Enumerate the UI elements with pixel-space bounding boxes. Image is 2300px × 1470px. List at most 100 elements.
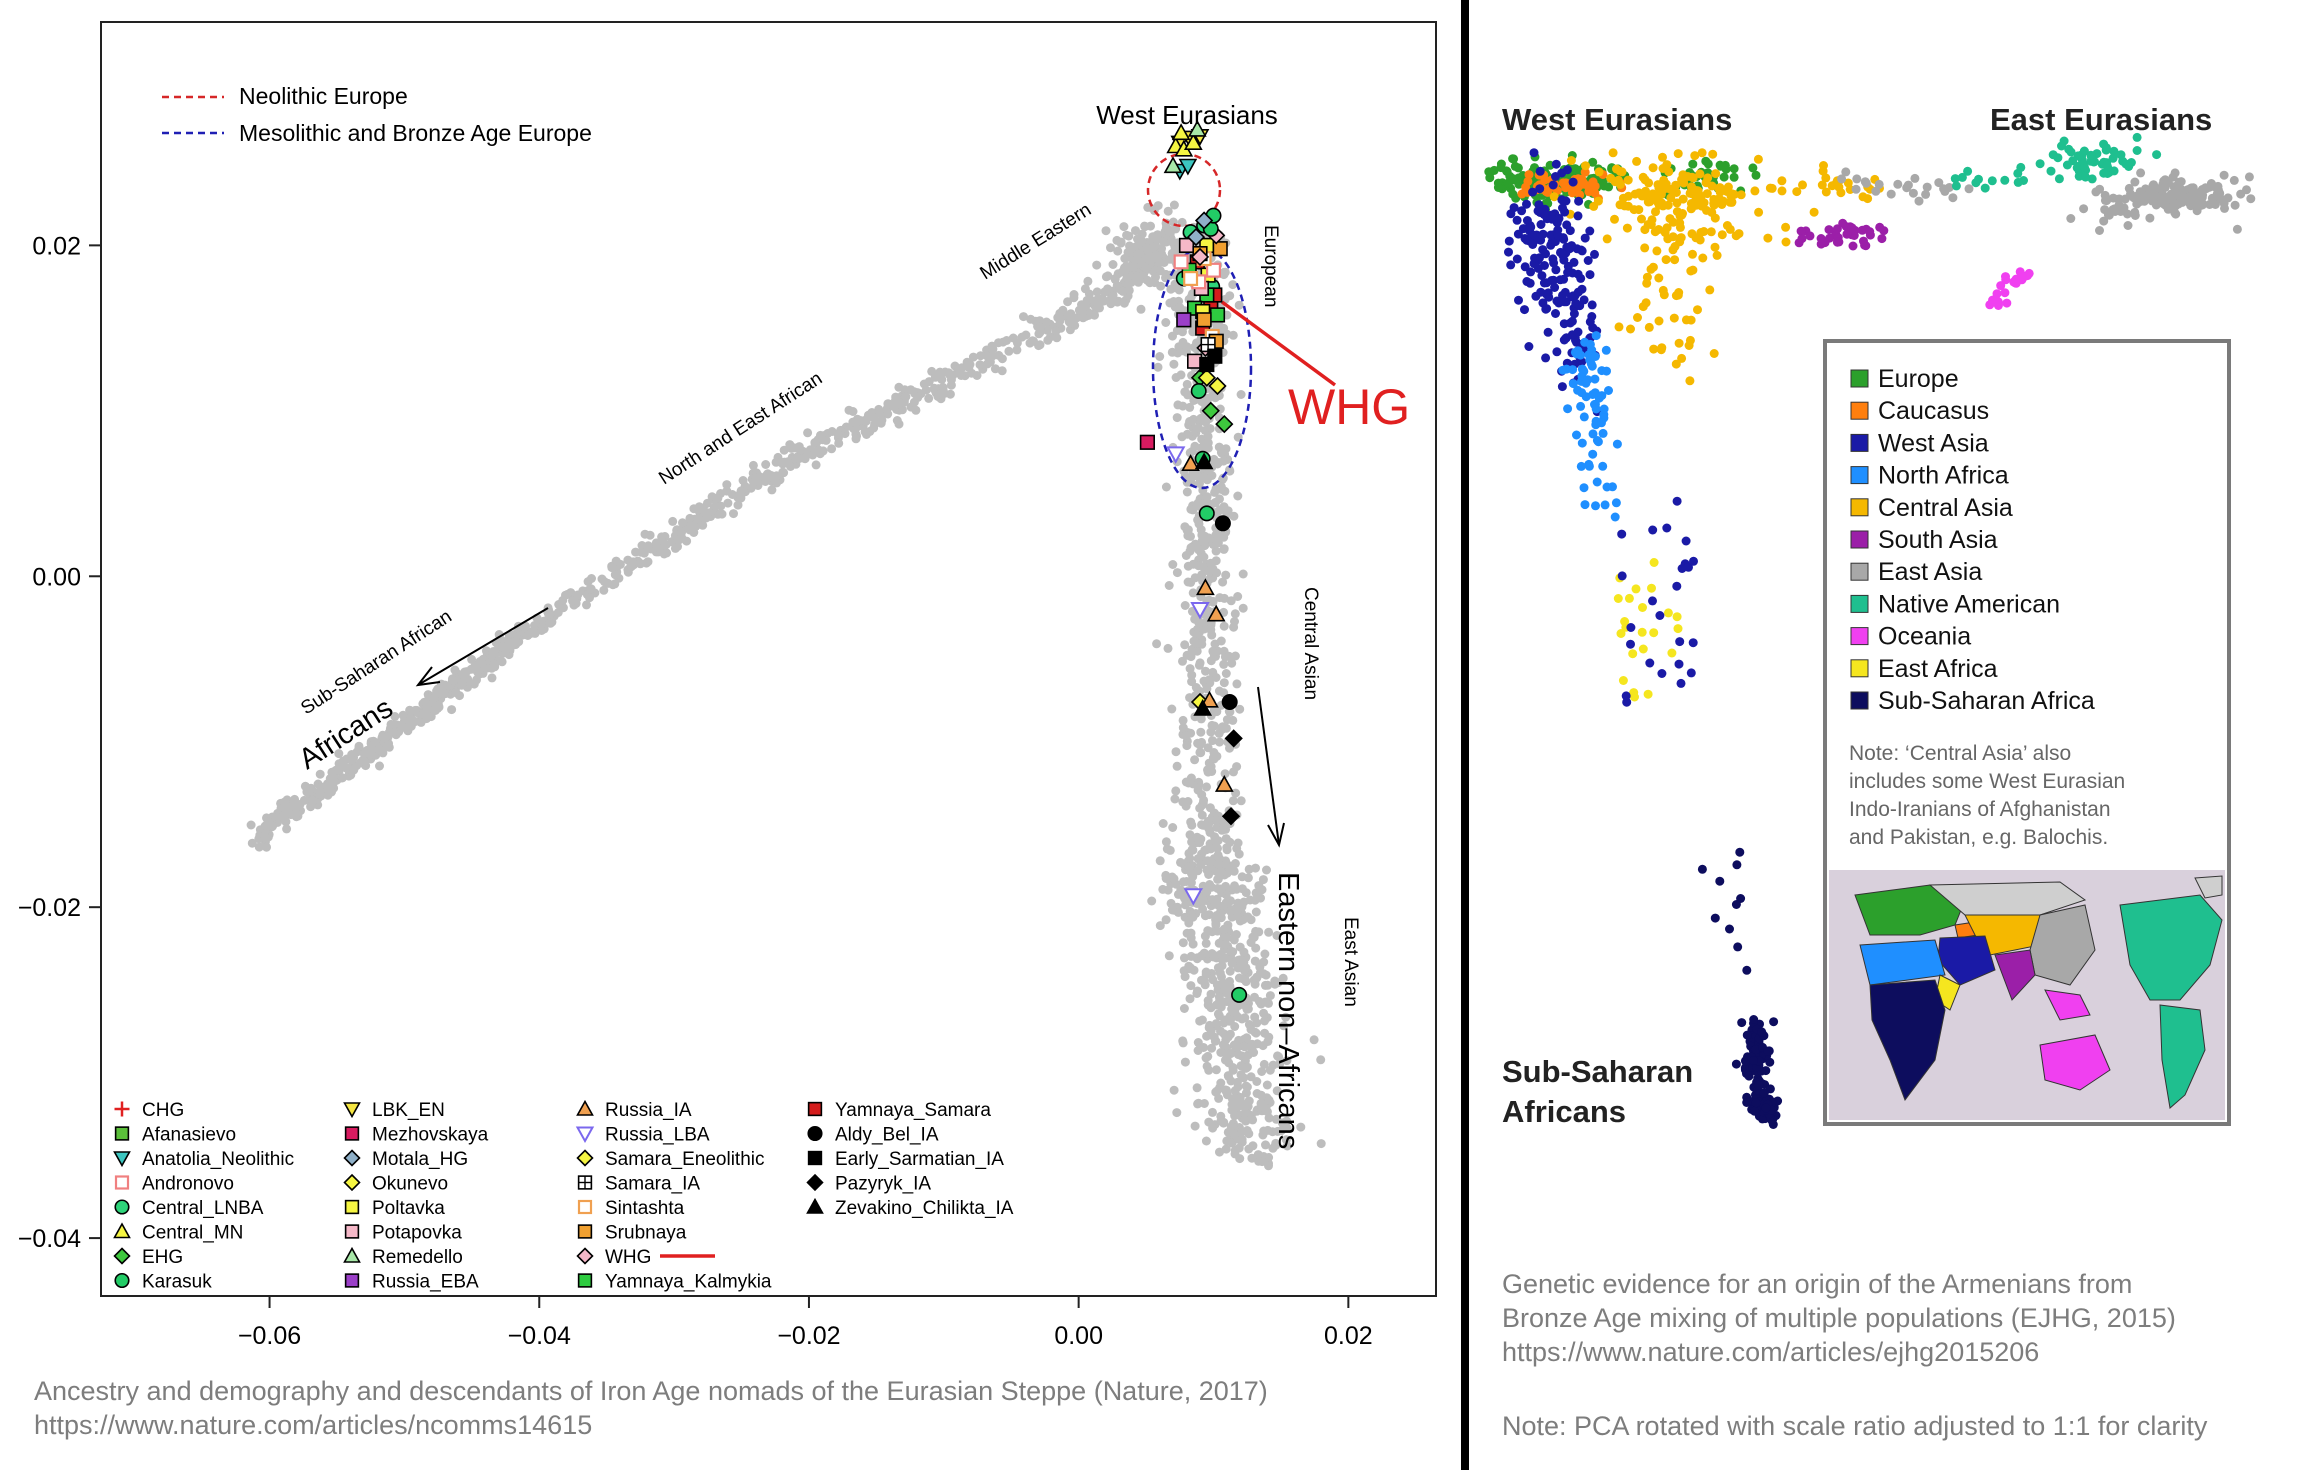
reference-sample-dot [1206, 558, 1216, 568]
legend-item: Motala_HG [343, 1149, 468, 1170]
legend-item: WHG [576, 1247, 715, 1268]
reference-sample-dot [1207, 1043, 1217, 1053]
reference-sample-dot [1805, 231, 1815, 241]
reference-sample-dot [1649, 628, 1659, 638]
reference-sample-dot [1677, 353, 1687, 363]
reference-sample-dot [659, 549, 669, 559]
reference-sample-dot [1604, 182, 1614, 192]
reference-sample-dot [1229, 935, 1239, 945]
reference-sample-dot [1617, 571, 1627, 581]
reference-sample-dot [1233, 898, 1243, 908]
reference-sample-dot [2246, 194, 2256, 204]
label-andronovo: Andronovo [142, 1174, 234, 1195]
reference-sample-dot [1719, 172, 1729, 182]
x-tick-label: −0.04 [508, 1322, 571, 1350]
reference-sample-dot [1233, 1042, 1243, 1052]
axes: −0.06 −0.04 −0.02 0.00 0.02 0.02 0.00 −0.02 −0.0… [18, 232, 1373, 1350]
reference-sample-dot [1186, 981, 1196, 991]
reference-sample-dot [1258, 875, 1268, 885]
reference-sample-dot [1187, 837, 1197, 847]
reference-sample-dot [2132, 146, 2142, 155]
label-oceania: Oceania [1878, 623, 1971, 651]
reference-sample-dot [1103, 271, 1113, 281]
reference-sample-dot [1183, 525, 1193, 535]
left-caption-link[interactable]: https://www.nature.com/articles/ncomms14… [34, 1410, 593, 1440]
reference-sample-dot [1661, 255, 1671, 265]
reference-sample-dot [1106, 243, 1115, 253]
label-russia-eba: Russia_EBA [372, 1272, 479, 1293]
reference-sample-dot [794, 454, 804, 464]
reference-sample-dot [2145, 213, 2155, 223]
reference-sample-dot [736, 486, 746, 496]
reference-sample-dot [1621, 691, 1631, 701]
reference-sample-dot [545, 618, 555, 628]
reference-sample-dot [1568, 379, 1578, 389]
reference-sample-dot [611, 556, 621, 566]
label-aldy-bel-ia: Aldy_Bel_IA [835, 1125, 939, 1146]
reference-sample-dot [375, 761, 384, 771]
reference-sample-dot [1219, 678, 1229, 688]
reference-sample-dot [1190, 1121, 1200, 1131]
reference-sample-dot [1214, 728, 1224, 738]
reference-sample-dot [1101, 226, 1111, 236]
reference-sample-dot [1186, 868, 1196, 878]
x-tick-label: −0.06 [238, 1322, 301, 1350]
reference-sample-dot [851, 434, 861, 444]
legend-item: Sintashta [577, 1198, 685, 1219]
reference-sample-dot [833, 429, 843, 439]
legend-item: Samara_IA [577, 1174, 700, 1195]
reference-sample-dot [1673, 624, 1683, 634]
reference-sample-dot [279, 813, 289, 822]
sample-point-yamnaya-kalmykia [1209, 307, 1226, 323]
reference-sample-dot [1067, 318, 1076, 328]
reference-sample-dot [1648, 596, 1657, 606]
reference-sample-dot [1238, 603, 1248, 613]
reference-sample-dot [1219, 1118, 1228, 1128]
reference-sample-dot [1225, 966, 1235, 976]
reference-sample-dot [1167, 347, 1177, 357]
reference-sample-dot [1148, 232, 1158, 242]
reference-sample-dot [1134, 239, 1144, 249]
reference-sample-dot [1220, 1085, 1230, 1095]
reference-sample-dot [1715, 876, 1725, 886]
reference-sample-dot [520, 623, 530, 633]
reference-sample-dot [722, 480, 732, 490]
reference-sample-dot [1535, 166, 1545, 176]
sample-point-pazyryk-ia [1224, 729, 1243, 748]
neolithic-legend-label: Neolithic Europe [239, 83, 408, 109]
reference-sample-dot [1751, 170, 1761, 180]
reference-sample-dot [1316, 1139, 1326, 1149]
reference-sample-dot [1530, 253, 1540, 263]
reference-sample-dot [1525, 278, 1535, 288]
legend-item: Samara_Eneolithic [576, 1149, 764, 1170]
reference-sample-dot [2158, 190, 2168, 200]
reference-sample-dot [2149, 181, 2159, 191]
reference-sample-dot [1264, 927, 1274, 937]
reference-sample-dot [1168, 331, 1177, 341]
reference-sample-dot [467, 654, 477, 664]
reference-sample-dot [1663, 200, 1673, 210]
reference-sample-dot [1701, 156, 1711, 166]
reference-sample-dot [1638, 172, 1648, 182]
reference-sample-dot [1234, 1143, 1244, 1153]
legend-marker [113, 1247, 131, 1265]
reference-sample-dot [1626, 324, 1635, 334]
reference-sample-dot [1216, 1111, 1226, 1121]
reference-sample-dot [2079, 162, 2089, 172]
sample-point-ehg [1215, 414, 1234, 434]
reference-sample-dot [1817, 180, 1827, 190]
reference-sample-dot [1229, 511, 1239, 521]
sample-point-remedello [1187, 119, 1207, 137]
label-east-africa: East Africa [1878, 655, 1998, 683]
sample-point-russia-ia [1181, 454, 1200, 471]
right-caption-link[interactable]: https://www.nature.com/articles/ejhg2015… [1502, 1337, 2040, 1367]
legend-marker [577, 1175, 593, 1190]
reference-sample-dot [1691, 233, 1701, 243]
reference-sample-dot [1219, 456, 1229, 466]
reference-sample-dot [1216, 636, 1226, 646]
reference-sample-dot [924, 393, 934, 403]
reference-sample-dot [1252, 1039, 1262, 1049]
european-label: European [1260, 225, 1281, 307]
reference-sample-dot [1187, 820, 1197, 830]
reference-sample-dot [558, 595, 568, 605]
